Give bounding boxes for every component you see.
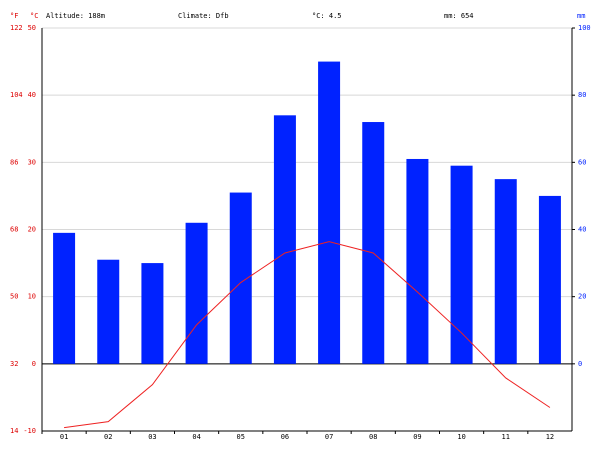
bar <box>185 222 208 364</box>
y-tick-label: 50 <box>28 24 36 32</box>
bar <box>450 165 473 364</box>
f-tick-label: 104 <box>10 91 23 99</box>
x-tick-label: 03 <box>148 433 156 441</box>
bar <box>141 263 164 364</box>
x-tick-label: 06 <box>281 433 289 441</box>
y-tick-label: -10 <box>23 427 36 435</box>
y2-tick-label: 60 <box>578 158 586 166</box>
f-tick-label: 14 <box>10 427 18 435</box>
bar <box>538 195 561 364</box>
bar <box>53 232 76 364</box>
x-tick-label: 10 <box>457 433 465 441</box>
temperature-line <box>64 241 551 429</box>
c-unit: °C <box>30 12 38 20</box>
f-tick-label: 122 <box>10 24 23 32</box>
y2-tick-label: 0 <box>578 360 582 368</box>
x-tick-label: 11 <box>502 433 510 441</box>
y-tick-label: 30 <box>28 158 36 166</box>
altitude: Altitude: 188m <box>46 12 105 20</box>
y-tick-label: 0 <box>32 360 36 368</box>
mean-temperature: °C: 4.5 <box>312 12 342 20</box>
bar <box>494 179 517 364</box>
x-tick-label: 12 <box>546 433 554 441</box>
x-tick-label: 04 <box>192 433 200 441</box>
y2-tick-label: 20 <box>578 293 586 301</box>
y2-tick-label: 100 <box>578 24 591 32</box>
bar <box>318 61 341 364</box>
total-precipitation: mm: 654 <box>444 12 474 20</box>
bar <box>362 122 385 364</box>
f-tick-label: 68 <box>10 226 18 234</box>
x-tick-label: 08 <box>369 433 377 441</box>
x-tick-label: 02 <box>104 433 112 441</box>
f-unit: °F <box>10 12 18 20</box>
x-tick-label: 01 <box>60 433 68 441</box>
y-tick-label: 20 <box>28 226 36 234</box>
f-tick-label: 86 <box>10 158 18 166</box>
climate: Climate: Dfb <box>178 12 229 20</box>
y2-tick-label: 40 <box>578 226 586 234</box>
y-tick-label: 40 <box>28 91 36 99</box>
bar <box>229 192 252 364</box>
f-tick-label: 50 <box>10 293 18 301</box>
x-tick-label: 09 <box>413 433 421 441</box>
mm-unit: mm <box>577 12 585 20</box>
bar <box>406 158 429 364</box>
y-tick-label: 10 <box>28 293 36 301</box>
bar <box>97 259 120 364</box>
x-tick-label: 07 <box>325 433 333 441</box>
f-tick-label: 32 <box>10 360 18 368</box>
bar <box>273 115 296 364</box>
y2-tick-label: 80 <box>578 91 586 99</box>
x-tick-label: 05 <box>237 433 245 441</box>
